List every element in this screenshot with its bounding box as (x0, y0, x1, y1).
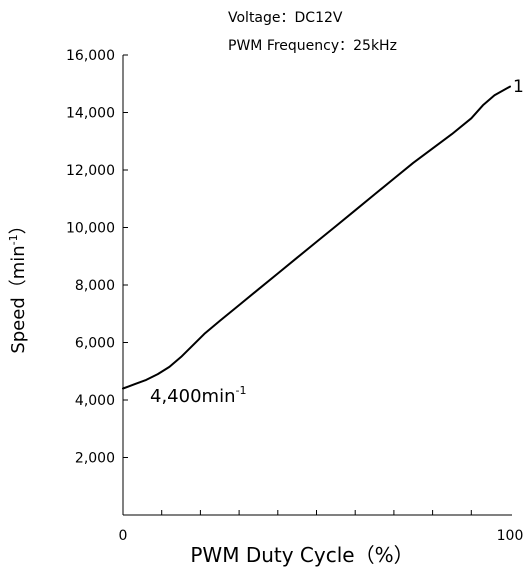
speed-series-line (122, 85, 511, 390)
y-tick-label: 4,000 (75, 393, 115, 409)
x-tick-label-100: 100 (497, 528, 524, 544)
y-tick-label: 10,000 (66, 221, 115, 237)
y-tick-label: 2,000 (75, 451, 115, 467)
start-value-annotation: 4,400min-1 (150, 384, 246, 407)
y-tick-label: 8,000 (75, 278, 115, 294)
chart-subtitle-frequency: PWM Frequency：25kHz (228, 38, 397, 54)
y-tick-label: 6,000 (75, 336, 115, 352)
y-ticks: 2,000 4,000 6,000 8,000 10,000 12,000 14,000 16… (66, 48, 128, 467)
y-axis-title-main: Speed（min (8, 245, 29, 353)
start-value-sup: -1 (235, 384, 246, 397)
x-axis-title: PWM Duty Cycle（%） (190, 543, 413, 567)
start-value-label: 4,400min (150, 386, 235, 407)
y-axis-title: Speed（min-1） (7, 216, 29, 353)
chart-subtitle-voltage: Voltage：DC12V (228, 10, 343, 26)
y-tick-label: 16,000 (66, 48, 115, 64)
x-tick-label-0: 0 (119, 528, 128, 544)
y-axis-title-tail: ） (8, 216, 29, 234)
y-axis-title-sup: -1 (7, 234, 20, 245)
x-ticks (161, 510, 472, 515)
y-tick-label: 12,000 (66, 163, 115, 179)
series-end-label: 1 (513, 77, 524, 97)
y-tick-label: 14,000 (66, 106, 115, 122)
